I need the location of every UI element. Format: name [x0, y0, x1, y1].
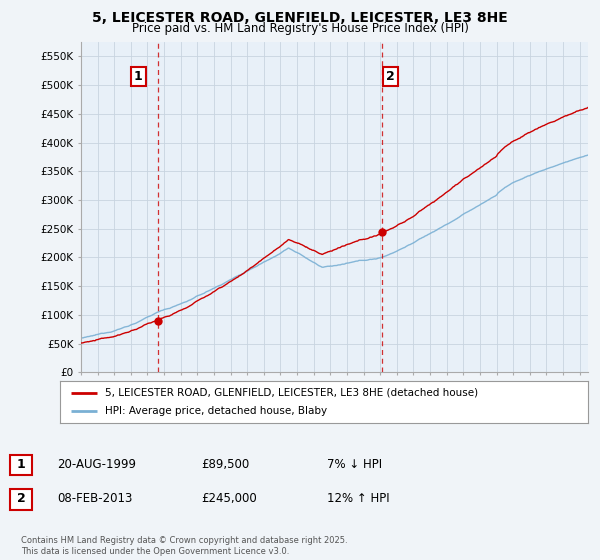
Text: 20-AUG-1999: 20-AUG-1999 — [57, 458, 136, 471]
Text: 5, LEICESTER ROAD, GLENFIELD, LEICESTER, LE3 8HE (detached house): 5, LEICESTER ROAD, GLENFIELD, LEICESTER,… — [105, 388, 478, 398]
Text: 1: 1 — [17, 458, 25, 471]
Text: HPI: Average price, detached house, Blaby: HPI: Average price, detached house, Blab… — [105, 406, 327, 416]
Text: 2: 2 — [17, 492, 25, 506]
Text: £89,500: £89,500 — [201, 458, 249, 471]
Text: Contains HM Land Registry data © Crown copyright and database right 2025.
This d: Contains HM Land Registry data © Crown c… — [21, 536, 347, 556]
Text: 08-FEB-2013: 08-FEB-2013 — [57, 492, 133, 506]
Text: 1: 1 — [134, 70, 143, 83]
Text: 12% ↑ HPI: 12% ↑ HPI — [327, 492, 389, 506]
Text: 2: 2 — [386, 70, 395, 83]
Text: £245,000: £245,000 — [201, 492, 257, 506]
Text: 7% ↓ HPI: 7% ↓ HPI — [327, 458, 382, 471]
Text: Price paid vs. HM Land Registry's House Price Index (HPI): Price paid vs. HM Land Registry's House … — [131, 22, 469, 35]
Text: 5, LEICESTER ROAD, GLENFIELD, LEICESTER, LE3 8HE: 5, LEICESTER ROAD, GLENFIELD, LEICESTER,… — [92, 11, 508, 25]
